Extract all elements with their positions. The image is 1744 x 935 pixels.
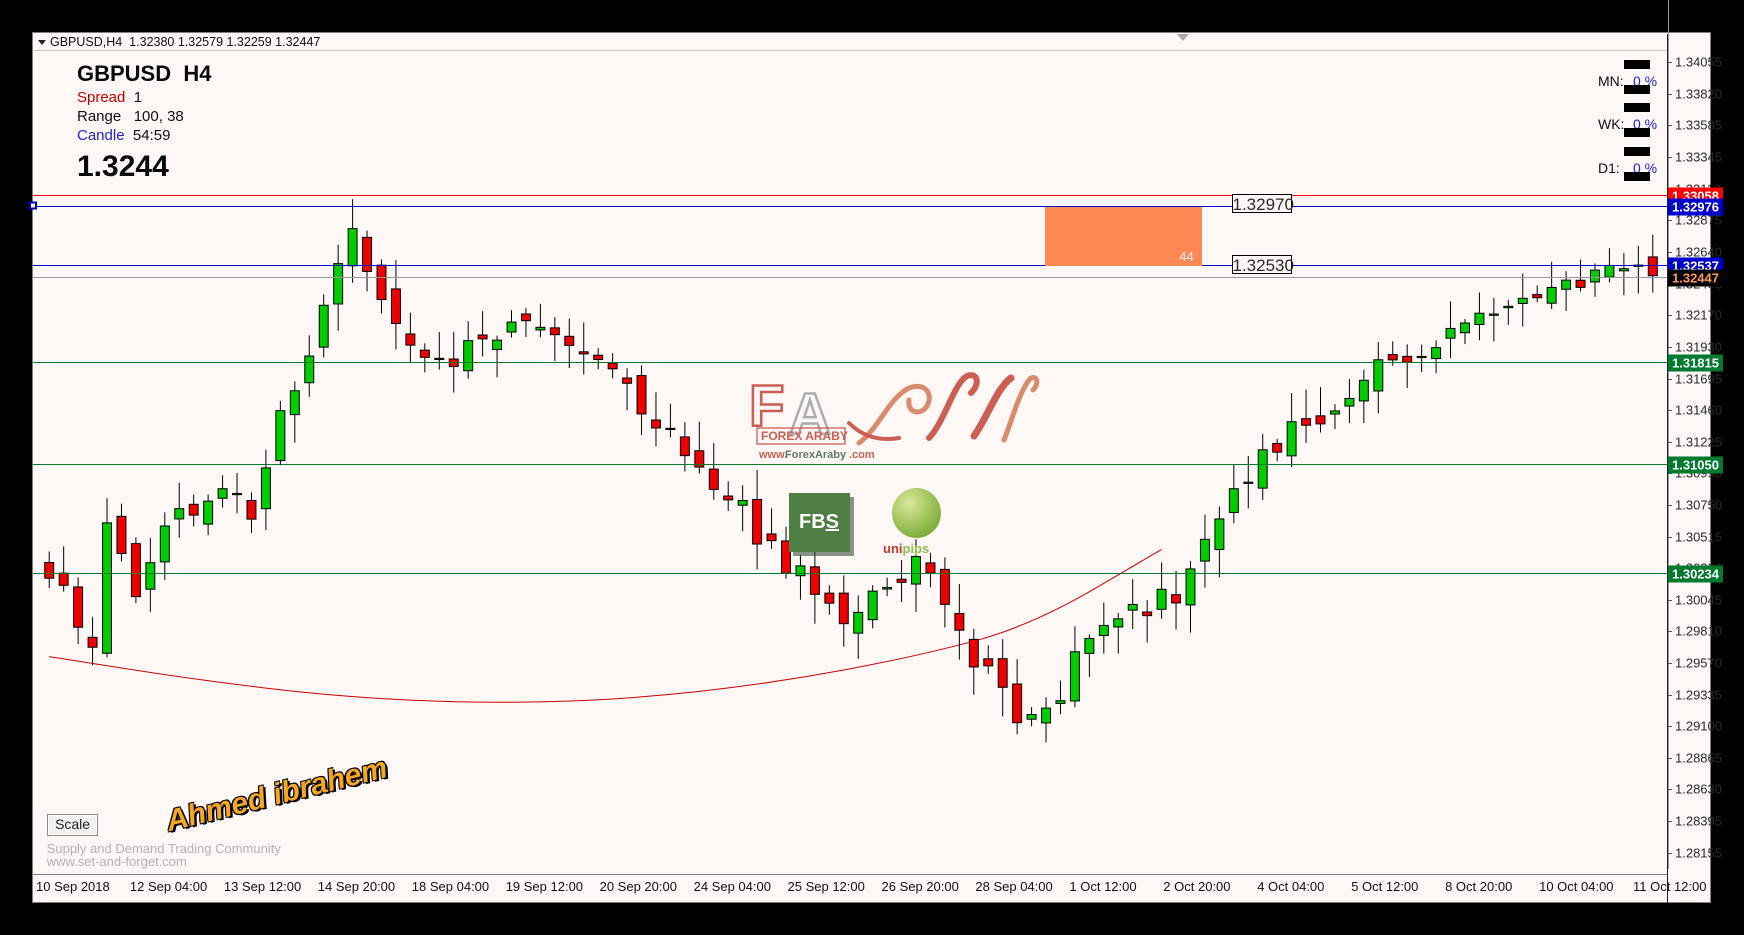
svg-text:ForexAraby: ForexAraby <box>785 449 847 461</box>
svg-text:FOREX ARABY: FOREX ARABY <box>761 429 848 443</box>
svg-text:.com: .com <box>849 449 875 461</box>
svg-text:www.: www. <box>758 449 787 461</box>
